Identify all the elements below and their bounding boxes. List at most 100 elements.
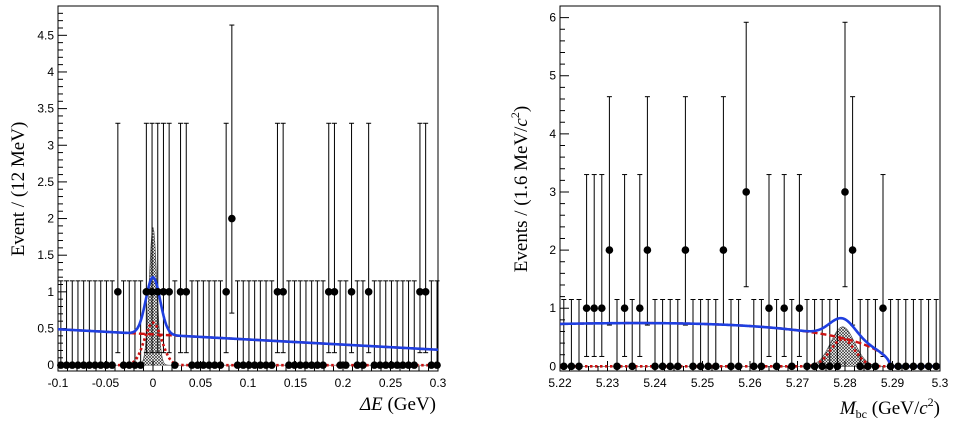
left-data-point: [370, 361, 379, 369]
right-data-point: [636, 304, 644, 313]
left-x-tick-label: 0.05: [189, 376, 213, 390]
left-data-point: [393, 361, 401, 369]
right-y-tick-label: 4: [549, 127, 556, 141]
left-data-point: [131, 361, 139, 369]
right-data-point: [864, 362, 872, 371]
left-data-point: [250, 361, 259, 369]
right-x-tick-label: 5.24: [643, 376, 667, 390]
right-data-point: [567, 362, 576, 371]
right-y-axis-title-tail: ): [511, 106, 532, 112]
right-data-point: [757, 362, 766, 371]
left-data-point: [324, 288, 333, 296]
left-data-point: [319, 361, 327, 369]
right-x-tick-label: 5.25: [691, 376, 715, 390]
left-data-point: [125, 361, 134, 369]
right-data-point: [765, 304, 773, 313]
right-x-tick-label: 5.3: [932, 376, 949, 390]
right-data-point: [879, 304, 887, 313]
right-error-bars: [561, 21, 939, 367]
left-data-point: [353, 361, 362, 369]
left-y-tick-label: 1.5: [37, 248, 54, 262]
right-y-axis-title-sup: 2: [508, 112, 522, 118]
left-data-point: [256, 361, 265, 369]
right-data-point: [590, 304, 598, 313]
right-data-point: [575, 362, 583, 371]
left-data-point: [245, 361, 253, 369]
right-y-tick-label: 3: [549, 185, 556, 199]
left-data-point: [136, 361, 145, 369]
right-y-tick-label: 2: [549, 243, 556, 257]
left-data-point: [176, 288, 185, 296]
right-x-tick-label: 5.26: [738, 376, 762, 390]
right-x-axis-title-tail: ): [934, 398, 940, 419]
right-data-point: [658, 362, 667, 371]
left-data-point: [85, 361, 94, 369]
left-data-point: [74, 361, 82, 369]
right-data-point: [598, 304, 606, 313]
right-data-point: [582, 304, 591, 313]
right-data-point: [712, 362, 720, 371]
left-data-point: [273, 288, 282, 296]
right-data-point: [803, 362, 811, 371]
left-x-tick-label: 0.3: [430, 376, 447, 390]
right-x-tick-label: 5.22: [548, 376, 572, 390]
left-data-point: [336, 361, 344, 369]
left-frame: [57, 5, 439, 372]
left-y-tick-label: 2: [47, 212, 54, 226]
right-data-point: [674, 362, 682, 371]
left-data-point: [62, 361, 71, 369]
right-data-point: [613, 362, 621, 371]
left-y-tick-label: 4.5: [37, 28, 54, 42]
right-data-point: [886, 362, 895, 371]
right-data-point: [772, 362, 781, 371]
left-data-point: [96, 361, 105, 369]
left-data-point: [285, 361, 293, 369]
right-data-point: [788, 362, 796, 371]
left-data-point: [342, 361, 350, 369]
left-x-tick-label: 0.15: [284, 376, 308, 390]
right-data-point: [620, 304, 629, 313]
right-data-point: [704, 362, 712, 371]
left-x-tick-label: 0.2: [335, 376, 352, 390]
left-panel: 0 0.5 1 1.5 2 2.5 3 3.5 4 4.5 -0.1 -0.05 0 0.05 0.1 0.…: [8, 5, 447, 415]
right-x-axis-title: Mbc (GeV/c2): [839, 395, 940, 421]
right-x-tick-label: 5.29: [881, 376, 905, 390]
left-data-points: [57, 214, 441, 369]
right-total-fit-curve: [559, 316, 940, 368]
left-x-tick-label: 0.1: [240, 376, 257, 390]
right-data-point: [810, 362, 819, 371]
left-data-point: [108, 361, 116, 369]
right-x-tick-label: 5.28: [833, 376, 857, 390]
right-y-tick-label: 1: [549, 301, 556, 315]
left-data-point: [347, 288, 356, 296]
right-y-axis-title-c: c: [511, 118, 532, 127]
left-data-point: [239, 361, 248, 369]
right-data-point: [841, 188, 849, 196]
left-x-tick-label: -0.1: [48, 376, 69, 390]
left-data-point: [433, 361, 441, 369]
right-y-tick-label: 6: [549, 11, 556, 25]
left-y-tick-label: 3: [47, 138, 54, 152]
right-data-point: [795, 304, 804, 313]
right-data-point: [909, 362, 918, 371]
right-data-point: [932, 362, 940, 371]
right-data-point: [628, 362, 636, 371]
left-data-point: [102, 361, 111, 369]
right-data-points: [560, 188, 940, 371]
left-y-axis-title: Event / (12 MeV): [8, 122, 29, 257]
left-data-point: [267, 361, 276, 369]
left-signal-curve: [58, 321, 438, 367]
right-y-axis: 0 1 2 3 4 5 6: [549, 11, 569, 373]
left-data-point: [279, 288, 287, 296]
right-data-point: [643, 246, 652, 254]
left-data-point: [171, 361, 179, 369]
left-data-point: [416, 288, 424, 296]
right-data-point: [826, 362, 834, 371]
left-data-point: [381, 361, 390, 369]
left-y-tick-label: 0.5: [37, 321, 54, 335]
right-data-point: [689, 362, 697, 371]
right-data-point: [818, 362, 826, 371]
left-x-axis-title-unit: (GeV): [383, 394, 436, 415]
right-y-tick-label: 0: [549, 359, 556, 373]
right-data-point: [560, 362, 568, 371]
